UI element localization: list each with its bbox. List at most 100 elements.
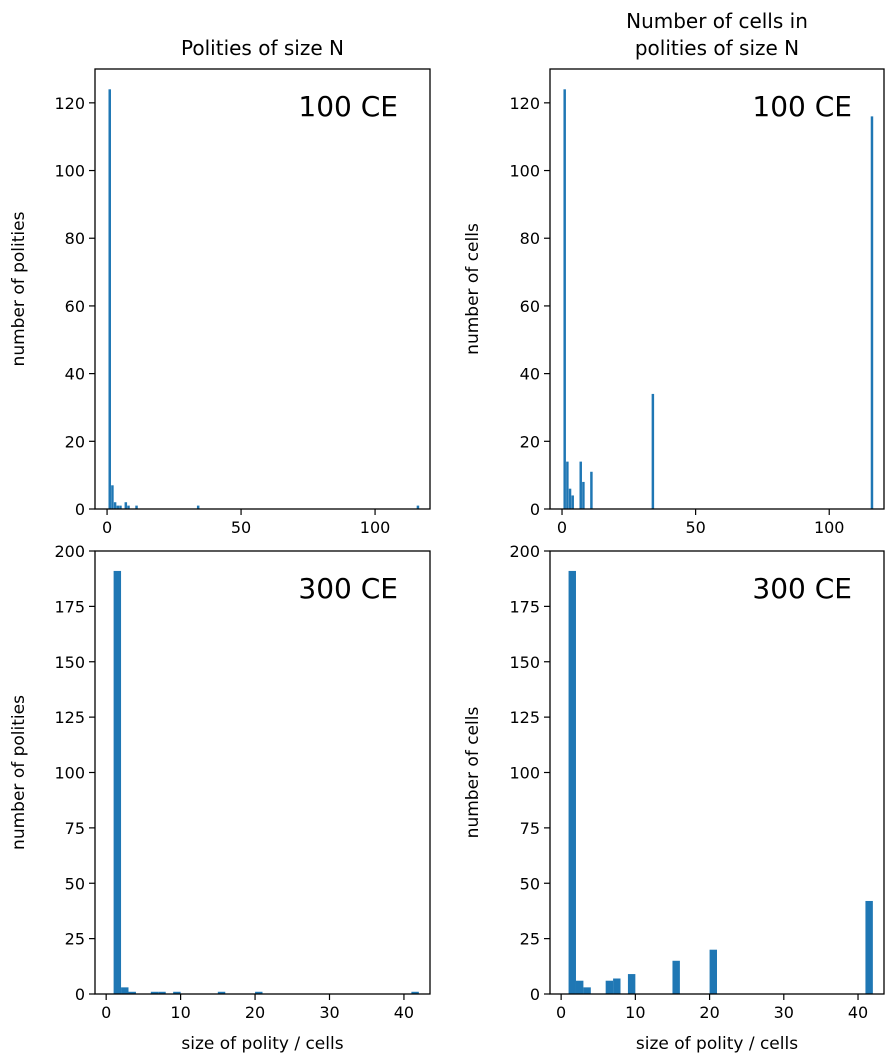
- year-annotation: 300 CE: [298, 572, 398, 605]
- x-tick-label: 50: [231, 518, 251, 537]
- y-tick-label: 40: [520, 365, 540, 384]
- y-tick-label: 20: [520, 432, 540, 451]
- chart-title-line: polities of size N: [635, 36, 799, 60]
- bar: [571, 495, 574, 509]
- bar: [627, 974, 636, 994]
- y-tick-label: 175: [54, 597, 85, 616]
- y-tick-label: 150: [509, 653, 540, 672]
- y-axis-label: number of cells: [463, 223, 483, 355]
- year-annotation: 100 CE: [752, 90, 852, 123]
- bar: [116, 505, 120, 509]
- bar: [196, 505, 200, 509]
- chart-bottom-right: 0 10 20 30 40 0 25 50 75 100 125 150 175 200 number of…: [463, 542, 885, 1054]
- y-tick-label: 100: [509, 162, 540, 181]
- bar: [108, 89, 111, 509]
- x-tick-label: 50: [685, 518, 705, 537]
- bar: [651, 393, 655, 509]
- bar: [613, 978, 621, 994]
- bar: [127, 505, 130, 509]
- y-tick-label: 120: [509, 94, 540, 113]
- y-tick-label: 0: [530, 500, 540, 519]
- y-axis-label: number of polities: [9, 211, 29, 366]
- bar: [865, 900, 873, 994]
- y-tick-label: 25: [520, 930, 540, 949]
- bar: [119, 505, 122, 509]
- bar: [563, 89, 566, 509]
- bar: [583, 987, 591, 994]
- bar: [605, 980, 614, 994]
- y-tick-label: 80: [520, 229, 540, 248]
- bar: [709, 949, 717, 994]
- bar: [113, 502, 117, 509]
- y-tick-label: 0: [530, 985, 540, 1004]
- chart-top-left: 0 50 100 0 20 40 60 80 100 120 number of polities P…: [9, 36, 431, 537]
- bar: [124, 502, 128, 509]
- y-tick-label: 50: [520, 874, 540, 893]
- year-annotation: 300 CE: [752, 572, 852, 605]
- y-tick-label: 60: [65, 297, 85, 316]
- y-axis-label: number of polities: [9, 695, 29, 850]
- chart-title-line: Polities of size N: [181, 36, 344, 60]
- x-tick-label: 10: [170, 1003, 190, 1022]
- y-tick-label: 100: [54, 764, 85, 783]
- bar: [113, 570, 122, 994]
- x-tick-label: 100: [814, 518, 845, 537]
- y-axis-label: number of cells: [463, 707, 483, 839]
- bar: [411, 991, 419, 994]
- bar: [255, 991, 263, 994]
- bar: [111, 485, 114, 509]
- axes-frame: [549, 68, 885, 510]
- bar: [128, 991, 136, 994]
- chart-title-line: Number of cells in: [626, 9, 808, 33]
- bar: [582, 481, 585, 509]
- y-tick-label: 25: [65, 930, 85, 949]
- y-tick-label: 120: [54, 94, 85, 113]
- y-tick-label: 20: [65, 432, 85, 451]
- y-tick-label: 0: [75, 500, 85, 519]
- y-tick-label: 75: [520, 819, 540, 838]
- chart-bottom-left: 0 10 20 30 40 0 25 50 75 100 125 150 175 200 number of…: [9, 542, 431, 1054]
- bar: [217, 991, 226, 994]
- y-tick-label: 80: [65, 229, 85, 248]
- x-tick-label: 30: [319, 1003, 339, 1022]
- y-tick-label: 40: [65, 365, 85, 384]
- bar: [173, 991, 181, 994]
- bar: [135, 505, 138, 509]
- axes-frame: [94, 550, 431, 995]
- x-tick-label: 0: [556, 1003, 566, 1022]
- y-tick-label: 150: [54, 653, 85, 672]
- y-tick-label: 175: [509, 597, 540, 616]
- x-tick-label: 0: [102, 518, 112, 537]
- x-tick-label: 100: [360, 518, 391, 537]
- bar: [150, 991, 159, 994]
- y-tick-label: 60: [520, 297, 540, 316]
- y-tick-label: 75: [65, 819, 85, 838]
- x-tick-label: 40: [848, 1003, 868, 1022]
- y-tick-label: 200: [54, 542, 85, 561]
- axes-frame: [94, 68, 431, 510]
- x-tick-label: 10: [625, 1003, 645, 1022]
- y-tick-label: 100: [509, 764, 540, 783]
- bar: [566, 461, 569, 509]
- bar: [416, 505, 420, 509]
- y-tick-label: 125: [509, 708, 540, 727]
- y-tick-label: 50: [65, 874, 85, 893]
- bar: [568, 570, 576, 994]
- bar: [590, 471, 593, 509]
- bar: [672, 960, 680, 994]
- x-tick-label: 40: [394, 1003, 414, 1022]
- x-tick-label: 20: [245, 1003, 265, 1022]
- axes-frame: [549, 550, 885, 995]
- bar: [575, 980, 584, 994]
- year-annotation: 100 CE: [298, 90, 398, 123]
- bar: [568, 488, 572, 509]
- x-tick-label: 0: [557, 518, 567, 537]
- bar: [870, 116, 874, 509]
- y-tick-label: 0: [75, 985, 85, 1004]
- bar: [579, 461, 582, 509]
- bar: [121, 987, 129, 994]
- x-axis-label: size of polity / cells: [636, 1034, 798, 1054]
- x-tick-label: 30: [774, 1003, 794, 1022]
- bar: [158, 991, 166, 994]
- x-tick-label: 20: [699, 1003, 719, 1022]
